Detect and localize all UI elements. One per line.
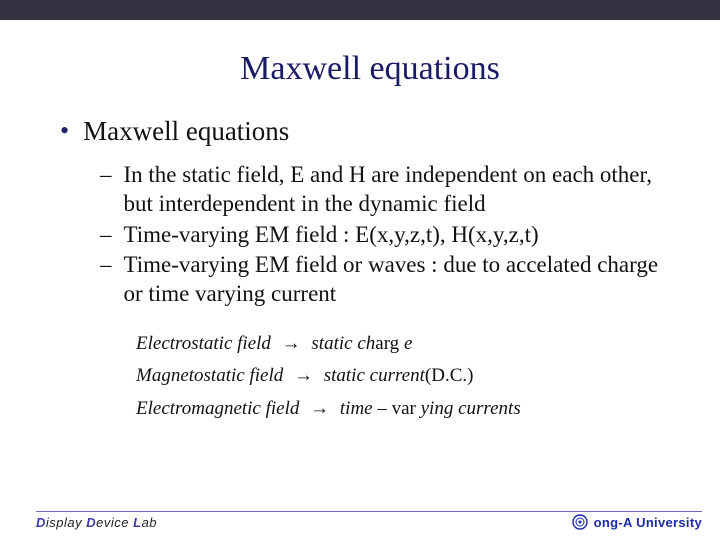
bullet-level2-text: In the static field, E and H are indepen… <box>124 161 681 219</box>
lab-letter: L <box>133 515 141 530</box>
equation-block: Electrostatic field → static charg e Mag… <box>136 329 680 424</box>
eq-lhs: Magnetostatic field <box>136 365 283 386</box>
eq-rhs-upright: arg <box>375 333 399 354</box>
eq-rhs-tail: e <box>399 333 412 354</box>
lab-letter: D <box>36 515 46 530</box>
university-badge: ong-A University <box>572 514 702 530</box>
dash-icon: – <box>100 221 112 250</box>
lab-text: evice <box>96 515 133 530</box>
bullet-level2-list: – In the static field, E and H are indep… <box>100 161 680 309</box>
eq-paren: (D.C.) <box>425 365 474 386</box>
eq-rhs-italic: static current <box>324 365 425 386</box>
eq-rhs-italic: static ch <box>311 333 375 354</box>
dash-icon: – <box>100 161 112 190</box>
arrow-icon: → <box>282 333 301 354</box>
dash-icon: – <box>100 251 112 280</box>
bullet-level2-item: – In the static field, E and H are indep… <box>100 161 680 219</box>
equation-line: Magnetostatic field → static current(D.C… <box>136 361 680 391</box>
eq-rhs-upright: var <box>392 398 416 419</box>
arrow-icon: → <box>294 365 313 386</box>
arrow-icon: → <box>310 398 329 419</box>
university-name: ong-A University <box>594 515 702 530</box>
slide-body: Maxwell equations • Maxwell equations – … <box>0 20 720 424</box>
top-bar <box>0 0 720 20</box>
lab-letter: D <box>86 515 96 530</box>
footer: Display Device Lab ong-A University <box>36 511 702 530</box>
bullet-level2-item: – Time-varying EM field : E(x,y,z,t), H(… <box>100 221 680 250</box>
bullet-dot-icon: • <box>60 118 69 144</box>
eq-lhs: Electrostatic field <box>136 333 271 354</box>
bullet-level2-text: Time-varying EM field or waves : due to … <box>124 251 681 309</box>
slide-title: Maxwell equations <box>60 50 680 88</box>
seal-icon <box>572 514 588 530</box>
equation-line: Electromagnetic field → time – var ying … <box>136 394 680 424</box>
eq-rhs-italic: time – <box>340 398 392 419</box>
eq-lhs: Electromagnetic field <box>136 398 299 419</box>
lab-text: isplay <box>46 515 86 530</box>
bullet-level2-item: – Time-varying EM field or waves : due t… <box>100 251 680 309</box>
lab-name: Display Device Lab <box>36 515 157 530</box>
lab-text: ab <box>142 515 157 530</box>
bullet-level2-text: Time-varying EM field : E(x,y,z,t), H(x,… <box>124 221 539 250</box>
bullet-level1-text: Maxwell equations <box>83 116 289 147</box>
eq-rhs-tail: ying currents <box>416 398 521 419</box>
bullet-level1: • Maxwell equations <box>60 116 680 147</box>
equation-line: Electrostatic field → static charg e <box>136 329 680 359</box>
